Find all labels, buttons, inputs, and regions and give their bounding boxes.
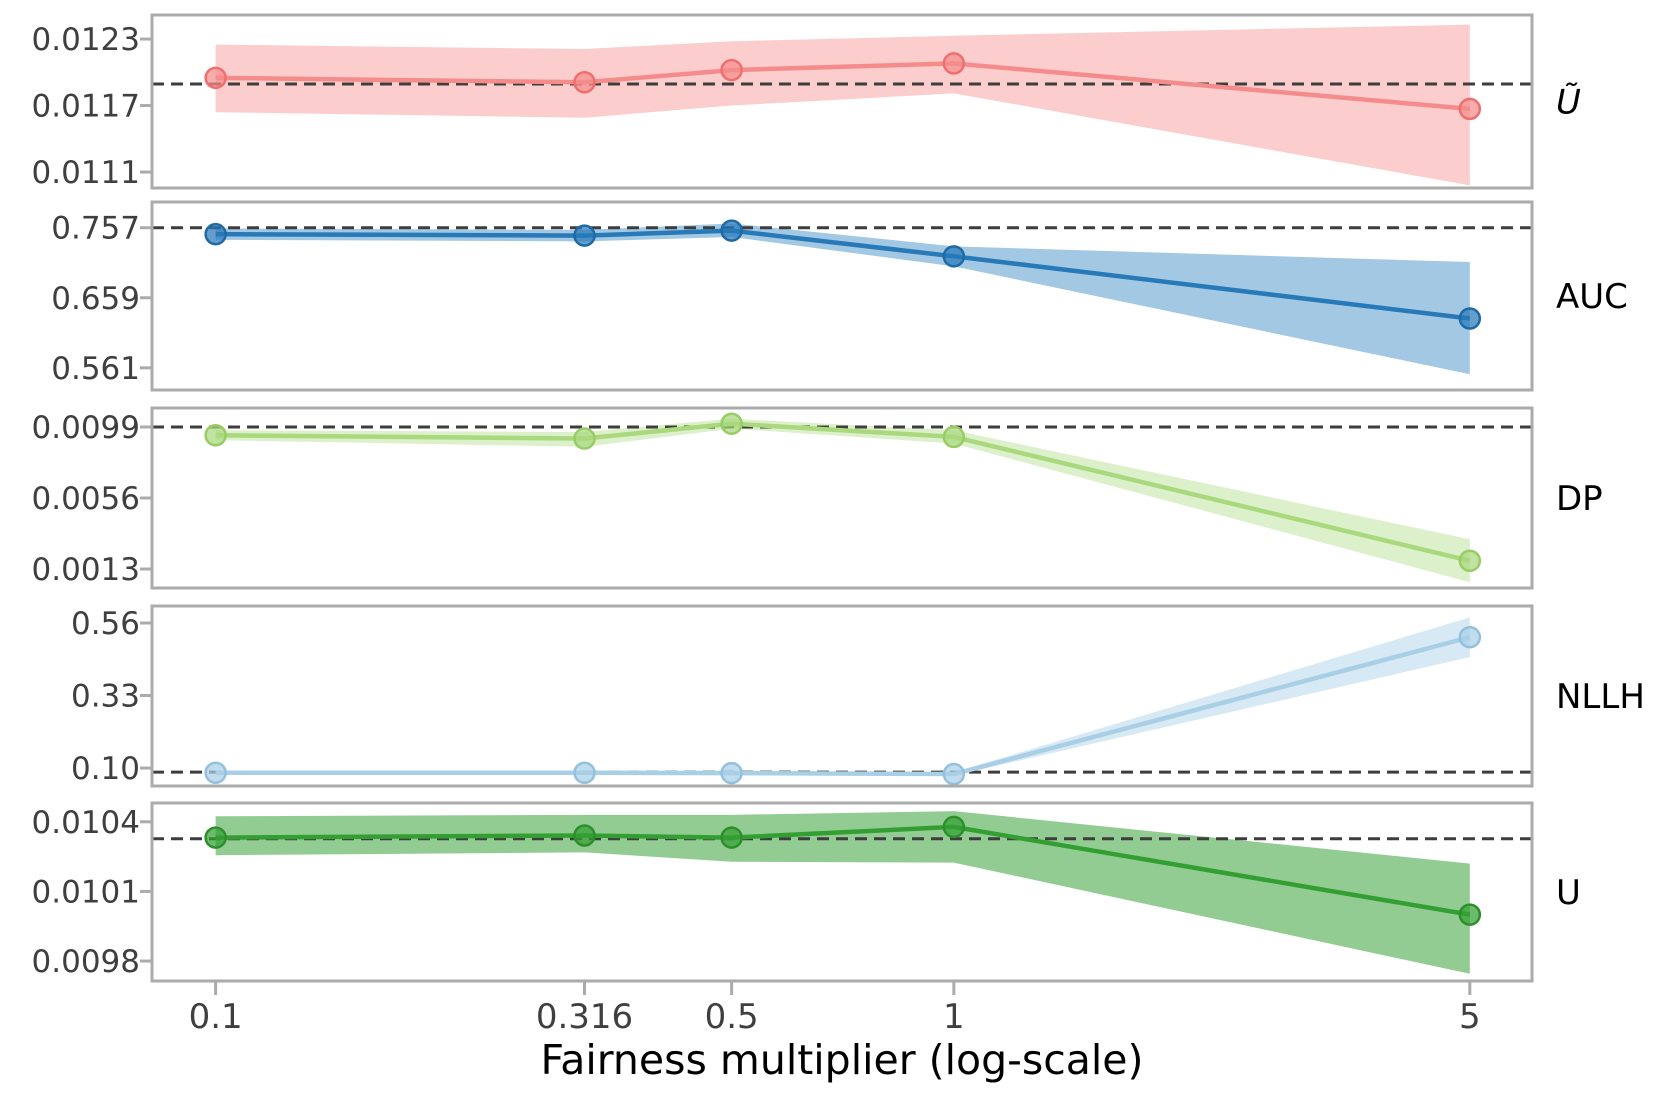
x-tick-label: 0.1: [189, 997, 243, 1037]
panel-u-tilde-marker: [1458, 97, 1482, 121]
panel-nllh-marker: [1458, 625, 1482, 649]
panel-auc-border: [150, 200, 1534, 392]
y-tick-label: 0.0101: [32, 874, 140, 910]
y-tick-label: 0.0104: [32, 805, 140, 841]
y-tick-label: 0.10: [71, 751, 140, 787]
x-tick-label: 1: [943, 997, 965, 1037]
panel-u-tilde-marker: [942, 52, 966, 75]
panel-auc-label: AUC: [1556, 277, 1628, 317]
y-tick-label: 0.0099: [32, 410, 140, 446]
panel-u-marker: [204, 826, 227, 849]
panel-u-tilde-label: Ũ: [1556, 82, 1581, 123]
panel-u-marker: [720, 826, 743, 849]
panel-nllh-marker: [204, 761, 227, 785]
panel-u-tilde-marker: [204, 66, 227, 90]
panel-dp-marker: [720, 412, 743, 435]
y-tick-label: 0.757: [51, 211, 140, 247]
y-tick-label: 0.0098: [32, 944, 140, 980]
panel-nllh-marker: [942, 762, 966, 786]
panel-u-band: [215, 811, 1470, 974]
y-tick-label: 0.0111: [32, 155, 140, 191]
y-tick-label: 0.56: [71, 606, 140, 642]
panel-auc-marker: [204, 222, 227, 246]
y-tick-label: 0.659: [51, 281, 140, 317]
panel-nllh-border: [150, 604, 1534, 788]
y-tick-label: 0.0013: [32, 552, 140, 588]
panel-u-marker: [573, 824, 596, 847]
panel-nllh-label: NLLH: [1556, 677, 1645, 717]
panel-dp-marker: [942, 425, 966, 449]
panel-u-marker: [1458, 903, 1482, 926]
panel-dp-band: [215, 418, 1470, 583]
y-tick-label: 0.0123: [32, 22, 140, 58]
panel-auc-marker: [942, 245, 966, 268]
x-tick-label: 5: [1459, 997, 1481, 1037]
panel-nllh-marker: [720, 761, 743, 785]
panel-nllh-band: [215, 617, 1470, 776]
panel-dp-marker: [1458, 549, 1482, 573]
y-tick-label: 0.0117: [32, 89, 140, 125]
panel-nllh-marker: [573, 761, 596, 785]
y-tick-label: 0.0056: [32, 481, 140, 517]
panel-nllh-line: [215, 635, 1471, 777]
panel-u-tilde-marker: [573, 71, 596, 94]
panel-u-tilde-band: [215, 24, 1470, 186]
panel-u-tilde-marker: [720, 58, 743, 82]
y-tick-label: 0.33: [71, 679, 140, 715]
panel-dp-label: DP: [1556, 479, 1603, 519]
panel-dp-marker: [573, 427, 596, 450]
x-tick-label: 0.316: [536, 997, 633, 1037]
panel-dp-marker: [204, 423, 227, 447]
x-axis-label: Fairness multiplier (log-scale): [540, 1036, 1144, 1084]
panel-auc-marker: [1458, 307, 1482, 330]
panel-auc-marker: [573, 224, 596, 247]
panel-dp-line: [215, 421, 1471, 563]
panel-auc-marker: [720, 219, 743, 242]
panel-u-marker: [942, 815, 966, 839]
x-tick-label: 0.5: [705, 997, 759, 1037]
y-tick-label: 0.561: [51, 351, 140, 387]
panel-u-label: U: [1556, 873, 1581, 913]
panel-u-tilde-border: [150, 13, 1534, 190]
panel-auc-band: [215, 223, 1470, 375]
